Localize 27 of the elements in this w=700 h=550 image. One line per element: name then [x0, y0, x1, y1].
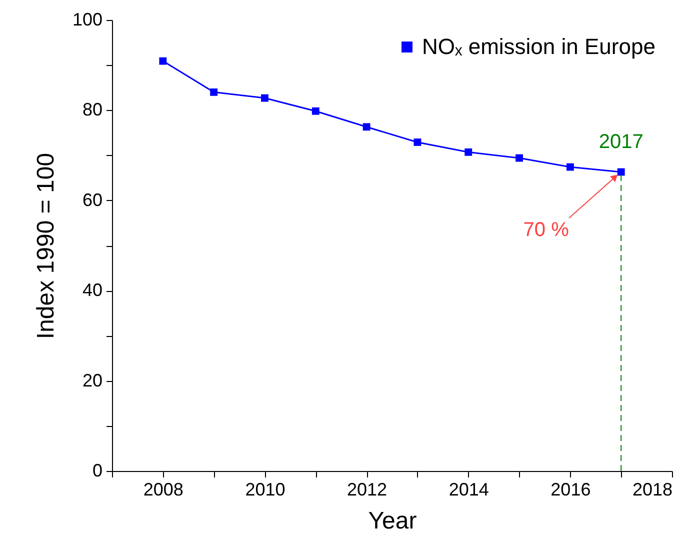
x-tick-label: 2010	[245, 480, 286, 500]
y-tick-label: 100	[72, 10, 102, 30]
point	[617, 168, 625, 176]
point	[159, 57, 167, 65]
point	[414, 138, 422, 146]
y-tick-label: 20	[82, 370, 102, 390]
point	[362, 123, 370, 131]
y-tick-label: 60	[82, 190, 102, 210]
x-tick-label: 2008	[143, 480, 184, 500]
x-tick-label: 2016	[550, 480, 591, 500]
point	[464, 148, 472, 156]
y-tick-label: 80	[82, 100, 102, 120]
y-axis-title: Index 1990 = 100	[32, 152, 60, 340]
point	[566, 163, 574, 171]
annotation: 70 %	[523, 218, 570, 241]
x-tick-label: 2018	[632, 480, 672, 500]
point	[312, 107, 320, 115]
point	[261, 94, 268, 102]
legend-label: NOₓ emission in Europe	[422, 34, 656, 59]
point	[516, 154, 523, 162]
x-tick-label: 2014	[448, 480, 489, 500]
y-tick-label: 0	[92, 460, 102, 480]
point	[210, 88, 218, 96]
x-tick-label: 2012	[347, 480, 388, 500]
x-axis-title: Year	[368, 508, 417, 534]
ref-line-label: 2017	[598, 130, 644, 153]
y-tick-label: 40	[82, 280, 102, 300]
